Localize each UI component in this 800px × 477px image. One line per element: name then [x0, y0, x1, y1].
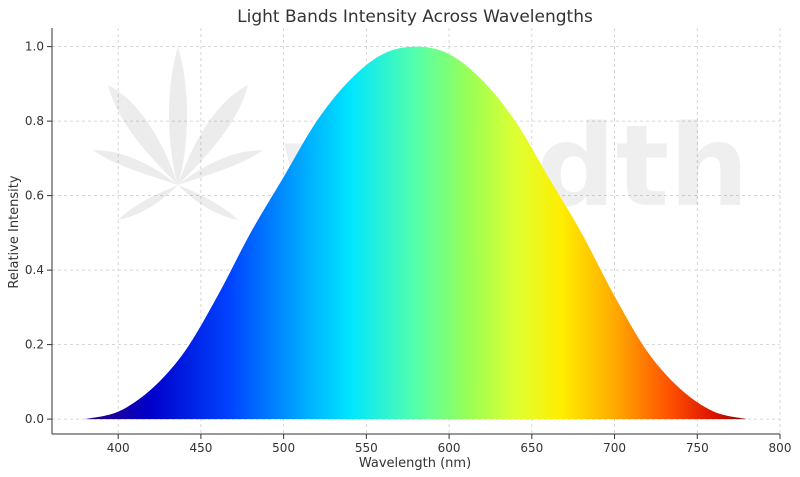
chart-title: Light Bands Intensity Across Wavelengths: [237, 7, 593, 27]
x-tick-label: 500: [272, 441, 295, 455]
x-tick-label: 800: [769, 441, 792, 455]
y-tick-label: 0.4: [25, 263, 44, 277]
x-tick-label: 650: [520, 441, 543, 455]
spectrum-area: [85, 46, 747, 420]
y-tick-label: 0.2: [25, 338, 44, 352]
x-axis-title: Wavelength (nm): [359, 456, 471, 471]
y-tick-label: 0.0: [25, 412, 44, 426]
y-tick-label: 1.0: [25, 40, 44, 54]
cannabis-leaf-icon: [93, 47, 263, 220]
axes-layer: 400 450 500 550 600 650 700 750 800 0.0 0.2 0.4 0.6 0…: [25, 28, 792, 455]
x-tick-label: 400: [107, 441, 130, 455]
x-tick-label: 750: [686, 441, 709, 455]
x-tick-label: 600: [438, 441, 461, 455]
y-axis-title: Relative Intensity: [7, 175, 22, 288]
x-tick-label: 450: [189, 441, 212, 455]
x-tick-label: 700: [603, 441, 626, 455]
x-tick-label: 550: [355, 441, 378, 455]
y-tick-label: 0.6: [25, 189, 44, 203]
y-tick-label: 0.8: [25, 114, 44, 128]
